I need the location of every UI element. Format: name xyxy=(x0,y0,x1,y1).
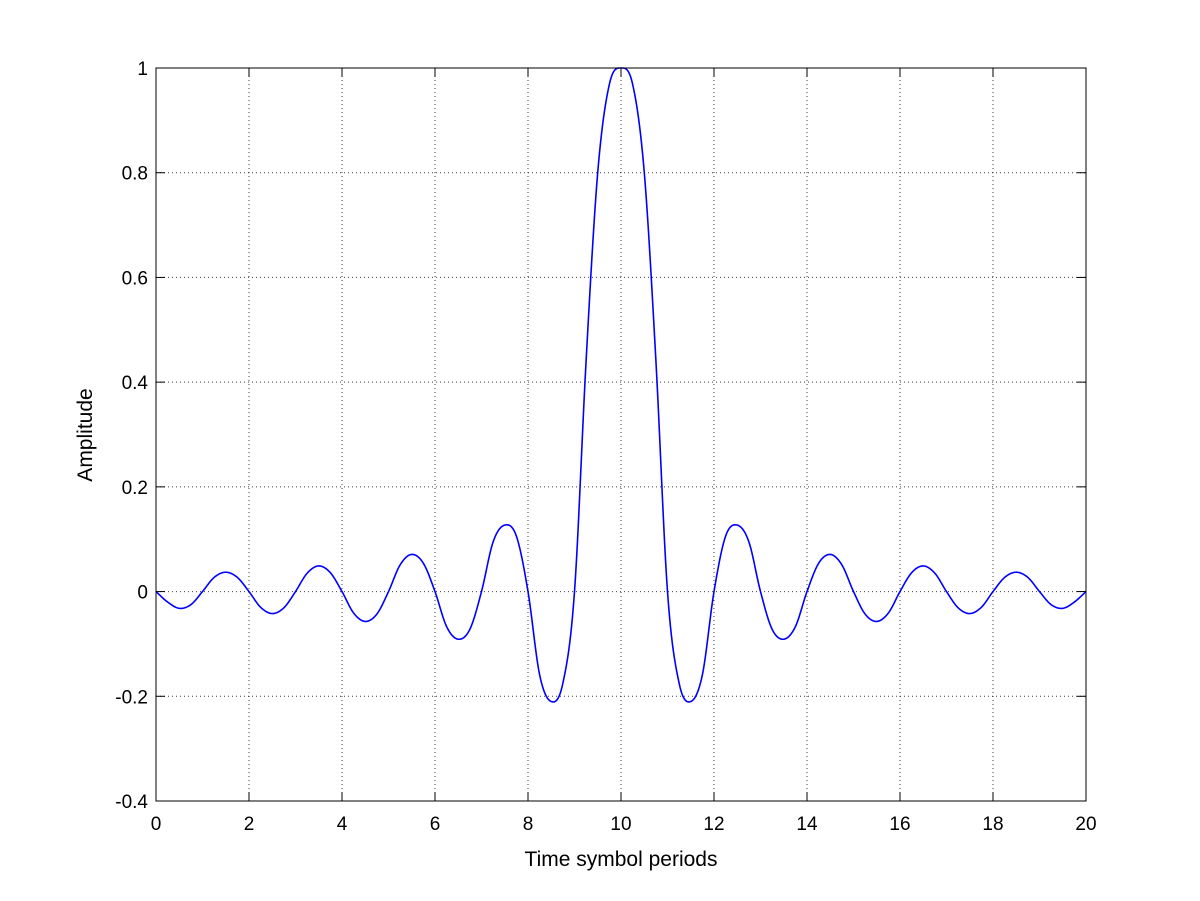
x-tick-label: 2 xyxy=(244,814,255,835)
y-tick-label: 0.8 xyxy=(122,164,148,185)
x-tick-label: 4 xyxy=(337,814,348,835)
x-tick-label: 6 xyxy=(430,814,441,835)
x-tick-label: 20 xyxy=(1075,814,1096,835)
y-tick-label: -0.4 xyxy=(115,792,148,813)
x-tick-label: 18 xyxy=(982,814,1003,835)
y-tick-label: 0.6 xyxy=(122,268,148,289)
x-tick-label: 16 xyxy=(889,814,910,835)
x-tick-label: 14 xyxy=(796,814,818,835)
x-tick-label: 10 xyxy=(610,814,631,835)
x-tick-label: 0 xyxy=(151,814,162,835)
y-tick-label: 1 xyxy=(137,59,148,80)
y-tick-label: 0.2 xyxy=(122,478,148,499)
y-axis-label: Amplitude xyxy=(74,388,97,481)
y-tick-label: -0.2 xyxy=(115,687,148,708)
axis-ticks: 0 2 4 6 8 10 12 14 16 18 20 -0.4 -0.2 0 0.2 0.4 0.6 0.8 1 xyxy=(115,59,1096,835)
y-tick-label: 0.4 xyxy=(122,373,149,394)
x-tick-label: 12 xyxy=(703,814,724,835)
x-tick-label: 8 xyxy=(523,814,534,835)
x-axis-label: Time symbol periods xyxy=(525,848,718,871)
grid xyxy=(156,68,1086,801)
y-tick-label: 0 xyxy=(137,583,148,604)
